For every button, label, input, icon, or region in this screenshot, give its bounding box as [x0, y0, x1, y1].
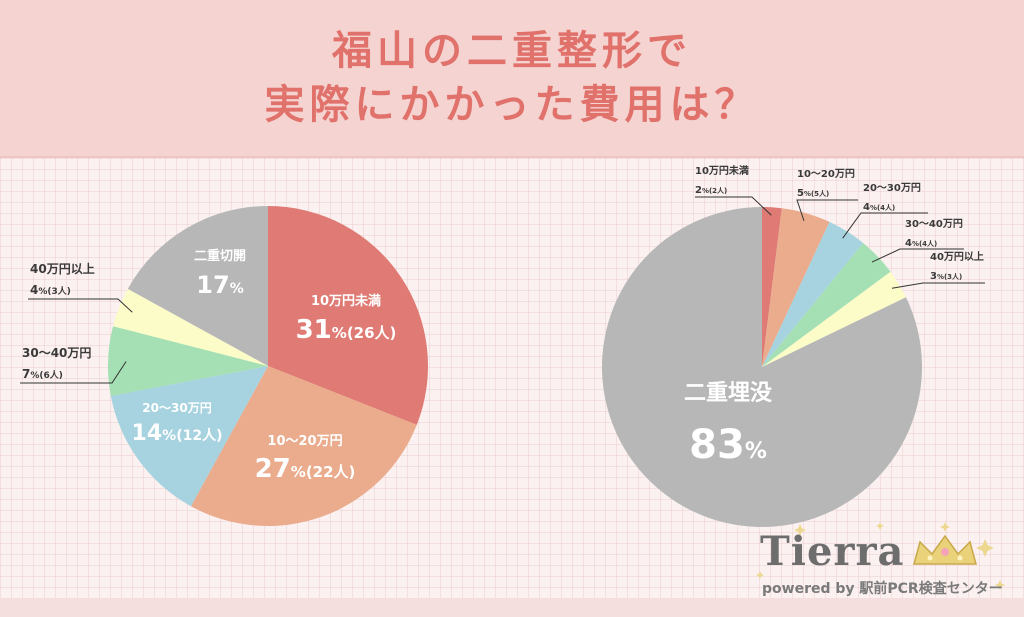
pie-left-slice-3-percent: 7	[22, 367, 30, 381]
pie-right-slice-3-count: (4人)	[919, 239, 937, 248]
pie-left-slice-0-percent: 31	[296, 315, 332, 345]
pie-right-label-0: 10万円未満	[695, 164, 749, 177]
footer-band	[0, 598, 1024, 617]
percent-sign: %	[937, 273, 944, 281]
pie-left-slice-4-count: (3人)	[47, 285, 71, 297]
pie-right-leader-4	[891, 282, 985, 289]
pie-left-label-0: 10万円未満	[311, 293, 381, 309]
pie-right-leader-2	[842, 212, 928, 239]
header-banner: 福山の二重整形で 実際にかかった費用は？	[0, 0, 1024, 158]
sparkle-icon	[995, 580, 1005, 590]
pie-right-slice-4-percent: 3	[930, 271, 937, 282]
pie-left-slice-4-value: 4%(3人)	[30, 283, 71, 297]
pie-right-leader-3	[871, 248, 964, 263]
pie-right-slice-3-value: 4%(4人)	[905, 238, 937, 249]
pie-left-slice-2-value: 14%(12人)	[132, 421, 223, 446]
logo-tagline: powered by 駅前PCR検査センター	[762, 581, 1003, 597]
pie-right-label-5: 二重埋没	[684, 381, 773, 406]
pie-right-slice-2-value: 4%(4人)	[863, 202, 895, 213]
pie-left-slice-4-percent: 4	[30, 283, 38, 297]
pie-left-slice-5	[127, 206, 268, 366]
pie-right-slice-4-count: (3人)	[944, 272, 962, 281]
pie-left-slice-3	[107, 326, 268, 396]
pie-right-label-4: 40万円以上	[930, 250, 984, 263]
pie-right-slice-2-percent: 4	[863, 202, 870, 213]
pie-right-slice-2	[762, 221, 864, 367]
pie-right-slice-4	[762, 271, 906, 367]
pie-left-slice-3-value: 7%(6人)	[22, 367, 63, 381]
pie-left-label-2: 20〜30万円	[142, 401, 211, 415]
sparkle-icon	[940, 522, 950, 532]
pie-left: 10万円未満31%(26人)10〜20万円27%(22人)20〜30万円14%(…	[20, 206, 428, 526]
crown-icon	[913, 534, 977, 565]
percent-sign: %	[30, 371, 39, 381]
percent-sign: %	[870, 204, 877, 212]
pie-right-slice-1	[762, 208, 830, 367]
percent-sign: %	[912, 240, 919, 248]
percent-sign: %	[38, 287, 47, 297]
pie-left-slice-2-percent: 14	[132, 421, 163, 446]
sparkle-icon	[976, 539, 994, 557]
pie-left-label-3: 30〜40万円	[22, 346, 91, 360]
pie-right-slice-1-value: 5%(5人)	[797, 188, 829, 199]
sparkle-icon	[794, 524, 806, 536]
percent-sign: %	[804, 190, 811, 198]
pie-left-slice-1-count: (22人)	[306, 463, 356, 481]
pie-right-label-3: 30〜40万円	[905, 218, 963, 230]
percent-sign: %	[332, 324, 347, 342]
pie-left-slice-2-count: (12人)	[176, 427, 222, 444]
pie-right-slice-0	[762, 207, 782, 367]
tierra-logo: Tierra powered by 駅前PCR検査センター	[760, 528, 1010, 602]
pie-left-label-4: 40万円以上	[30, 261, 95, 276]
pie-right-label-2: 20〜30万円	[863, 182, 921, 194]
pie-right-leader-1	[796, 199, 858, 222]
pie-left-slice-0-count: (26人)	[347, 324, 397, 342]
pie-right-slice-0-percent: 2	[695, 185, 702, 196]
pie-left-leader-4	[28, 298, 133, 313]
pie-left-slice-1-value: 27%(22人)	[255, 454, 356, 484]
sparkle-icons	[756, 522, 1005, 590]
pie-right-slice-0-count: (2人)	[709, 186, 727, 195]
pie-right-slice-5	[601, 207, 922, 527]
pie-right-leader-0	[695, 196, 772, 216]
percent-sign: %	[702, 187, 709, 195]
percent-sign: %	[162, 428, 176, 444]
pie-left-slice-0	[268, 206, 428, 425]
percent-sign: %	[745, 439, 767, 464]
pie-left-slice-5-value: 17%	[196, 271, 243, 299]
pie-right-slice-3	[762, 243, 891, 367]
pie-right-label-1: 10〜20万円	[797, 168, 855, 180]
percent-sign: %	[230, 281, 244, 297]
title-line-2: 実際にかかった費用は？	[264, 82, 760, 128]
pie-left-label-1: 10〜20万円	[267, 434, 342, 449]
pie-right-slice-1-count: (5人)	[811, 189, 829, 198]
pie-left-label-5: 二重切開	[194, 248, 246, 264]
pie-left-leader-3	[20, 361, 127, 384]
pie-right-slice-5-percent: 83	[689, 422, 745, 468]
pie-right-slice-0-value: 2%(2人)	[695, 185, 727, 196]
pie-left-slice-5-percent: 17	[196, 271, 229, 299]
pie-left-slice-2	[110, 366, 268, 507]
percent-sign: %	[291, 463, 306, 481]
pie-right-slice-5-value: 83%	[689, 422, 767, 468]
title-line-1: 福山の二重整形で	[332, 28, 692, 74]
sparkle-icon	[876, 522, 884, 530]
pie-left-slice-1-percent: 27	[255, 454, 291, 484]
sparkle-icon	[756, 571, 764, 579]
pie-right-slice-4-value: 3%(3人)	[930, 271, 962, 282]
pie-left-slice-0-value: 31%(26人)	[296, 315, 397, 345]
pie-right-slice-2-count: (4人)	[877, 203, 895, 212]
pie-left-slice-1	[190, 366, 417, 526]
pie-left-slice-3-count: (6人)	[39, 369, 63, 381]
pie-right-slice-3-percent: 4	[905, 238, 912, 249]
pie-left-slice-4	[113, 288, 268, 366]
pie-right-slice-1-percent: 5	[797, 188, 804, 199]
logo-wordmark: Tierra	[760, 528, 905, 575]
